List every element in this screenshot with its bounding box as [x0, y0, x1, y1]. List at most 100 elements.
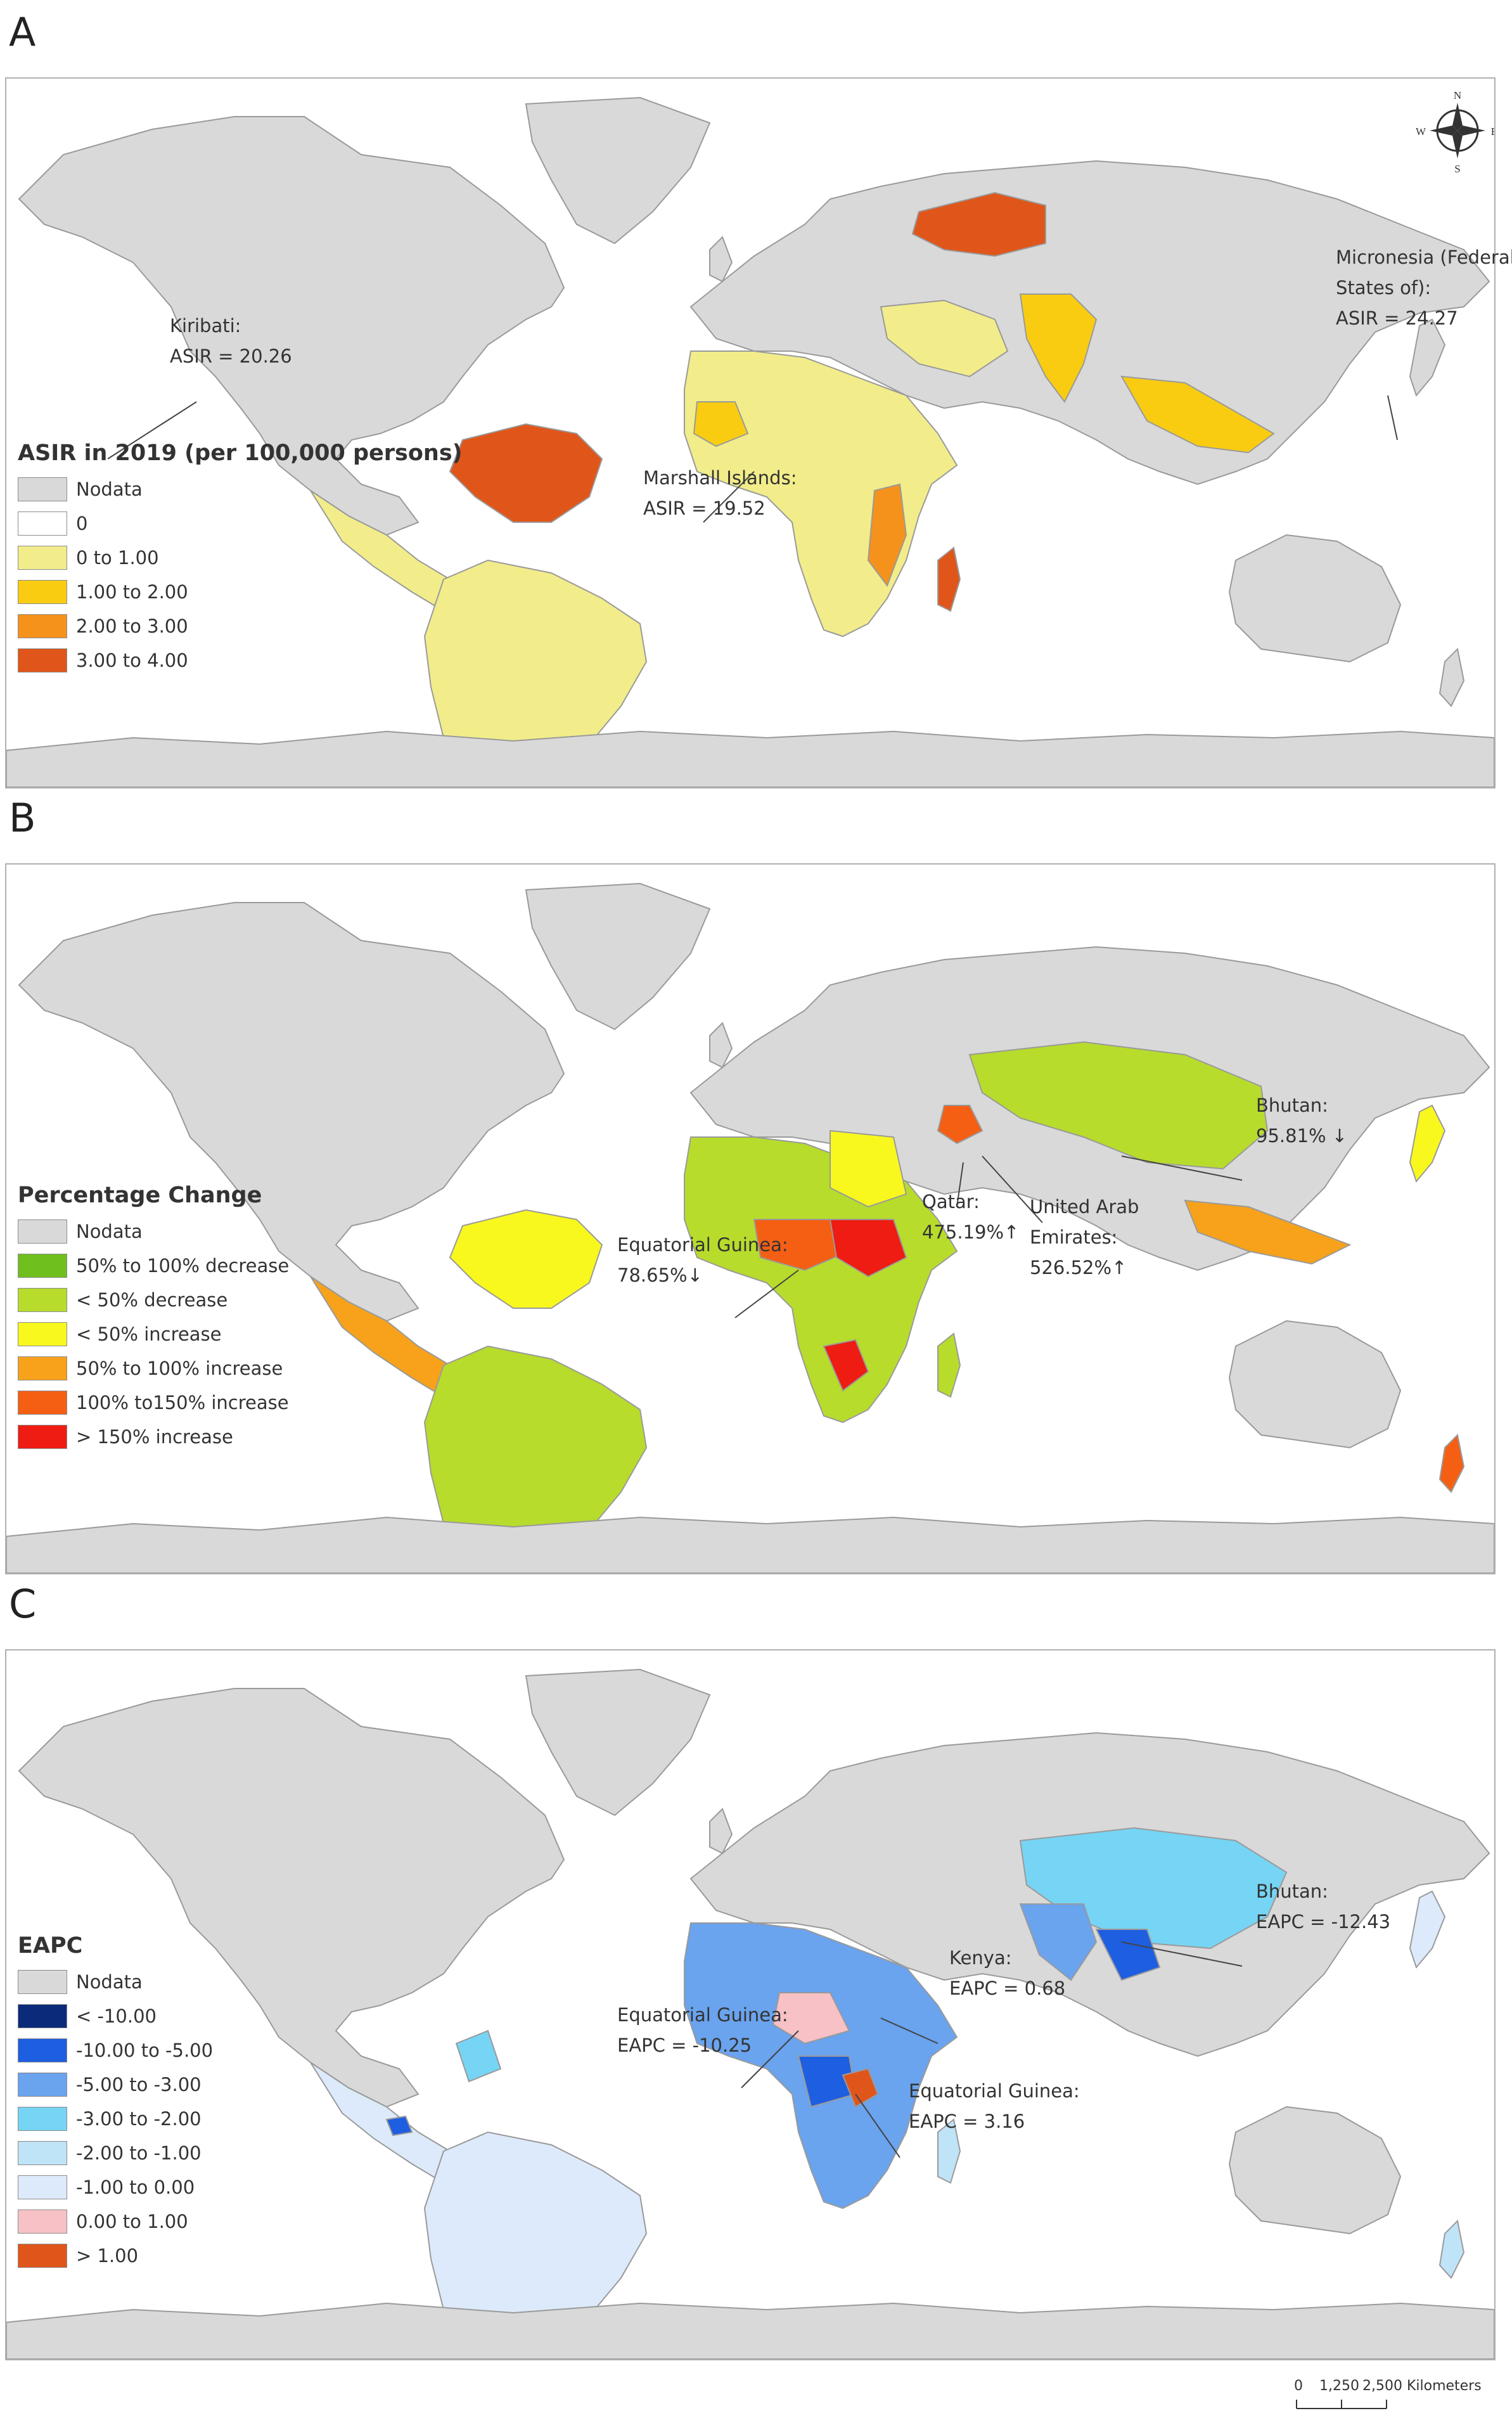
southeast-asia-region — [1095, 1929, 1161, 1981]
uae-leader-line — [982, 1155, 1043, 1223]
legend-item: 50% to 100% increase — [18, 1351, 289, 1386]
micronesia-leader-line — [1387, 395, 1398, 441]
legend-item: -1.00 to 0.00 — [18, 2170, 213, 2204]
legend-swatch — [18, 511, 67, 536]
legend-label: Nodata — [76, 1971, 143, 1993]
legend-label: -2.00 to -1.00 — [76, 2142, 202, 2164]
scale-tick-1250: 1,250 — [1319, 2378, 1359, 2394]
annotation-line: 78.65%↓ — [617, 1264, 703, 1286]
legend-swatch — [18, 580, 67, 604]
annotation-marshall-islands: Marshall Islands: ASIR = 19.52 — [643, 463, 797, 524]
legend-label: 3.00 to 4.00 — [76, 650, 188, 671]
annotation-line: Micronesia (Federal — [1336, 247, 1512, 268]
legend-label: 100% to150% increase — [76, 1392, 289, 1413]
greenland-shape — [525, 1669, 710, 1816]
uk-shape — [709, 1022, 733, 1068]
annotation-line: ASIR = 24.27 — [1336, 307, 1458, 329]
annotation-line: EAPC = -12.43 — [1256, 1911, 1391, 1933]
kazakhstan-region — [911, 191, 1046, 257]
australia-shape — [1229, 1320, 1401, 1448]
legend-label: 50% to 100% increase — [76, 1358, 283, 1379]
compass-e: E — [1491, 125, 1494, 138]
madagascar-shape — [937, 1333, 961, 1398]
legend-label: 1.00 to 2.00 — [76, 581, 188, 603]
central-africa-region — [772, 1992, 850, 2045]
annotation-line: Emirates: — [1030, 1226, 1118, 1248]
bhutan-leader-line — [1121, 1155, 1243, 1181]
annotation-equatorial-guinea: Equatorial Guinea: 78.65%↓ — [617, 1230, 788, 1290]
legend-swatch — [18, 2004, 67, 2028]
panel-b-label: B — [9, 795, 36, 841]
annotation-line: Marshall Islands: — [643, 467, 797, 489]
legend-item: 50% to 100% decrease — [18, 1249, 289, 1283]
panel-c-label: C — [9, 1581, 37, 1627]
antarctica-shape — [6, 731, 1494, 787]
china-asia-region — [968, 1041, 1269, 1170]
panel-c-map — [5, 1649, 1496, 2360]
west-africa-region — [693, 401, 749, 447]
legend-swatch — [18, 2141, 67, 2165]
annotation-micronesia: Micronesia (Federal States of): ASIR = 24.… — [1336, 242, 1512, 333]
legend-swatch — [18, 1425, 67, 1449]
panel-c-map-svg — [6, 1669, 1494, 2359]
annotation-line: Equatorial Guinea: — [909, 2080, 1080, 2102]
legend-item: > 1.00 — [18, 2239, 213, 2273]
annotation-line: 526.52%↑ — [1030, 1257, 1127, 1278]
legend-item: 100% to150% increase — [18, 1386, 289, 1420]
panel-b-legend-rows: Nodata 50% to 100% decrease < 50% decrease… — [18, 1214, 289, 1454]
annotation-line: Bhutan: — [1256, 1881, 1328, 1902]
japan-shape — [1409, 1105, 1445, 1182]
legend-label: 0 to 1.00 — [76, 547, 159, 569]
japan-shape — [1409, 1891, 1445, 1968]
legend-label: -5.00 to -3.00 — [76, 2074, 202, 2095]
india-region — [1019, 1903, 1098, 1981]
annotation-kiribati: Kiribati: ASIR = 20.26 — [170, 311, 292, 371]
legend-item: 3.00 to 4.00 — [18, 643, 463, 678]
legend-label: Nodata — [76, 1221, 143, 1242]
panel-a-label: A — [9, 9, 36, 55]
annotation-line: 95.81% ↓ — [1256, 1125, 1348, 1147]
legend-label: > 150% increase — [76, 1426, 233, 1448]
legend-swatch — [18, 1322, 67, 1346]
legend-swatch — [18, 1970, 67, 1994]
legend-swatch — [18, 2038, 67, 2062]
annotation-uae: United Arab Emirates: 526.52%↑ — [1030, 1192, 1139, 1283]
legend-label: < 50% decrease — [76, 1289, 228, 1311]
legend-label: 0 — [76, 513, 88, 534]
legend-label: -3.00 to -2.00 — [76, 2108, 202, 2130]
legend-item: 0 — [18, 506, 463, 541]
annotation-line: EAPC = 0.68 — [949, 1978, 1066, 1999]
afghanistan-region — [937, 1105, 983, 1145]
annotation-equatorial-guinea-2: Equatorial Guinea: EAPC = 3.16 — [909, 2076, 1080, 2137]
legend-label: Nodata — [76, 479, 143, 500]
legend-swatch — [18, 2175, 67, 2199]
legend-swatch — [18, 1254, 67, 1278]
middle-east-region — [880, 299, 1009, 378]
legend-item: -3.00 to -2.00 — [18, 2102, 213, 2136]
legend-swatch — [18, 648, 67, 672]
legend-item: -5.00 to -3.00 — [18, 2068, 213, 2102]
panel-a-legend: ASIR in 2019 (per 100,000 persons) Nodat… — [18, 441, 463, 678]
scale-bar: 0 1,250 2,500 Kilometers — [1294, 2378, 1497, 2416]
zimbabwe-region — [842, 2068, 879, 2108]
panel-b-legend-title: Percentage Change — [18, 1183, 262, 1208]
annotation-line: Qatar: — [922, 1191, 980, 1212]
annotation-line: Equatorial Guinea: — [617, 1234, 788, 1256]
ethiopia-region — [829, 1219, 907, 1278]
australia-shape — [1229, 2106, 1401, 2234]
annotation-bhutan: Bhutan: 95.81% ↓ — [1256, 1090, 1347, 1151]
annotation-line: 475.19%↑ — [922, 1221, 1020, 1243]
brazil-region — [449, 423, 603, 523]
new-zealand-shape — [1439, 2220, 1464, 2279]
legend-swatch — [18, 614, 67, 638]
scale-tick-2500: 2,500 Kilometers — [1362, 2378, 1482, 2394]
legend-item: -2.00 to -1.00 — [18, 2136, 213, 2170]
annotation-line: Kenya: — [949, 1947, 1012, 1969]
legend-label: -1.00 to 0.00 — [76, 2177, 195, 2198]
antarctica-shape — [6, 2303, 1494, 2359]
central-america-detail — [385, 2115, 413, 2137]
marshall-leader-line — [703, 471, 755, 523]
legend-item: > 150% increase — [18, 1420, 289, 1454]
panel-a-map: N S W E — [5, 77, 1496, 788]
annotation-line: Bhutan: — [1256, 1095, 1328, 1116]
